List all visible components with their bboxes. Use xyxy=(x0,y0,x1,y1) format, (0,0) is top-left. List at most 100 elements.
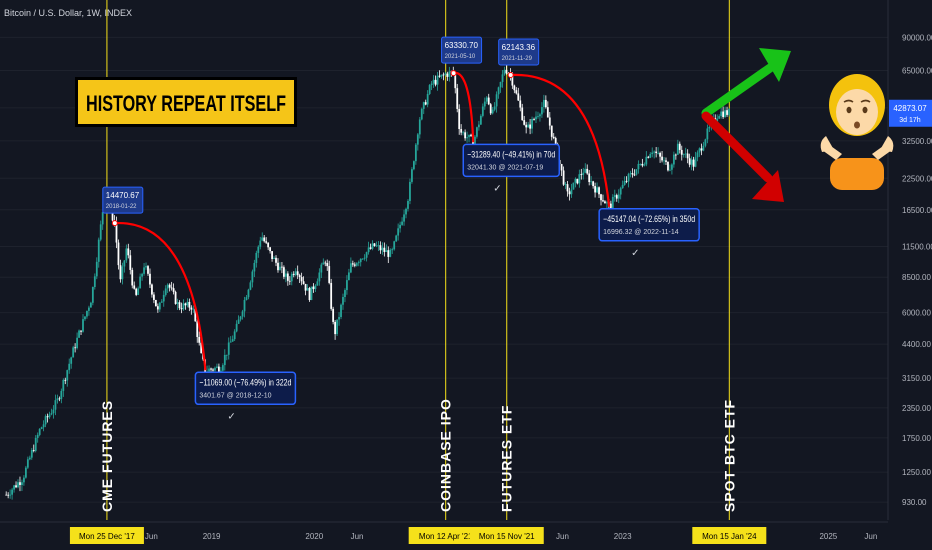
candle-body xyxy=(174,291,177,304)
candle-body xyxy=(123,260,126,267)
candle xyxy=(355,262,358,267)
candle xyxy=(548,111,551,130)
candle xyxy=(371,240,374,251)
candle xyxy=(267,242,270,251)
candle-body xyxy=(700,148,703,151)
candle xyxy=(251,269,254,288)
candle-body xyxy=(629,173,632,175)
drawdown-detail: 3401.67 @ 2018-12-10 xyxy=(199,392,271,399)
peak-annotations: 14470.67 2018-01-22 63330.70 2021-05-10 6214… xyxy=(102,36,540,214)
candle xyxy=(121,262,124,285)
price-tick-label: 6000.00 xyxy=(902,309,931,318)
candle xyxy=(298,273,301,284)
peak-value: 14470.67 xyxy=(106,191,140,200)
candle xyxy=(659,151,661,163)
candle xyxy=(257,245,260,258)
candle xyxy=(391,247,394,254)
candle-body xyxy=(458,108,461,130)
candle xyxy=(172,283,175,295)
candle-body xyxy=(44,416,47,425)
candle-body xyxy=(318,272,321,282)
candle-body xyxy=(604,201,606,204)
candle-body xyxy=(28,457,31,460)
candle-body xyxy=(407,200,409,209)
candle-body xyxy=(361,258,364,260)
candle-body xyxy=(462,132,465,134)
candle xyxy=(259,236,262,250)
candle-body xyxy=(470,134,472,137)
drawdown-box xyxy=(598,208,700,242)
candle-body xyxy=(477,124,480,128)
candle xyxy=(324,260,327,267)
candle-body xyxy=(101,212,104,225)
candle-body xyxy=(527,124,530,128)
candle xyxy=(588,170,591,186)
candle-body xyxy=(562,170,565,185)
candle-body xyxy=(70,357,73,364)
candle xyxy=(513,84,516,94)
candle xyxy=(665,157,667,166)
candle xyxy=(497,86,500,99)
candle xyxy=(95,257,98,280)
candle xyxy=(672,151,675,168)
candle-body xyxy=(255,252,258,263)
candle-body xyxy=(389,249,392,257)
candle xyxy=(162,290,165,307)
candle xyxy=(696,150,699,162)
candle-body xyxy=(243,300,246,312)
candle-body xyxy=(182,303,185,310)
candle-body xyxy=(158,302,161,310)
candle xyxy=(223,349,226,371)
candle-body xyxy=(684,153,687,155)
candle-body xyxy=(125,248,128,261)
candle-body xyxy=(180,308,183,310)
event-date-label: Mon 25 Dec '17 xyxy=(79,532,135,541)
candle-body xyxy=(147,266,149,274)
candle-body xyxy=(66,370,69,381)
current-price-countdown: 3d 17h xyxy=(899,117,921,124)
candle xyxy=(704,138,707,148)
candle-body xyxy=(401,221,403,225)
time-axis[interactable]: Jun20192020Jun2022Jun202320242025JunMon … xyxy=(0,521,888,550)
candle xyxy=(414,142,417,165)
candle-body xyxy=(499,81,502,88)
candle-body xyxy=(223,354,226,366)
candle xyxy=(99,220,102,242)
price-tick-label: 32500.00 xyxy=(902,137,932,146)
candle-body xyxy=(422,102,425,109)
candle xyxy=(70,356,73,369)
current-price-value: 42873.07 xyxy=(893,104,927,113)
candle xyxy=(78,329,80,338)
candle-body xyxy=(438,75,441,77)
candle xyxy=(26,456,29,470)
candle-body xyxy=(93,276,96,288)
candle xyxy=(361,258,364,260)
candle xyxy=(188,298,191,312)
candle xyxy=(393,240,396,251)
candle-body xyxy=(674,154,677,156)
candle-body xyxy=(151,284,153,295)
candle xyxy=(153,292,155,304)
candle xyxy=(42,420,45,432)
candle xyxy=(485,96,488,104)
candle-body xyxy=(198,337,201,343)
candle-body xyxy=(641,163,644,166)
candle-body xyxy=(523,120,526,125)
candle-body xyxy=(692,159,695,167)
candle xyxy=(302,276,305,285)
price-axis[interactable]: 90000.0065000.0045000.0032500.0022500.00… xyxy=(887,0,932,520)
candle xyxy=(316,278,319,286)
candle-body xyxy=(564,184,567,186)
candle xyxy=(279,262,281,271)
candle xyxy=(724,106,726,118)
candle xyxy=(56,394,59,404)
drawdown-curve xyxy=(453,71,475,143)
candle-body xyxy=(495,94,498,107)
candle-body xyxy=(722,111,725,118)
candle-body xyxy=(310,286,313,301)
candle-body xyxy=(32,450,35,451)
candle xyxy=(578,169,581,188)
candle-body xyxy=(653,151,656,153)
candle xyxy=(655,147,658,158)
